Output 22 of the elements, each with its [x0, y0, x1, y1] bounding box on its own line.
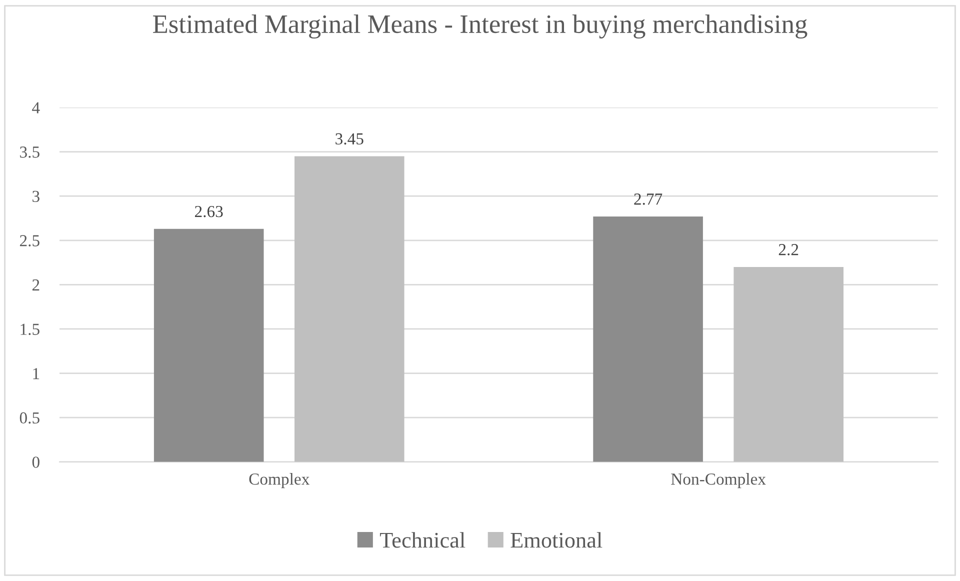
data-label: 2.63: [194, 206, 223, 218]
bar: [294, 156, 404, 462]
y-tick-label: 0: [32, 456, 40, 468]
legend-label: Technical: [380, 532, 466, 548]
chart-title: Estimated Marginal Means - Interest in buying merchandising: [153, 14, 808, 39]
y-tick-label: 1.5: [20, 324, 40, 336]
y-tick-label: 4: [32, 102, 40, 114]
y-tick-label: 0.5: [20, 412, 40, 424]
data-label: 3.45: [336, 133, 364, 145]
legend-label: Emotional: [510, 532, 602, 548]
y-tick-label: 2.5: [20, 235, 40, 246]
bar: [154, 228, 264, 462]
data-label: 2.2: [778, 244, 798, 256]
y-tick-label: 2: [32, 279, 40, 290]
y-tick-label: 1: [33, 368, 40, 380]
x-tick-label: Non-Complex: [671, 473, 766, 488]
bar: [593, 216, 703, 462]
y-tick-label: 3.5: [20, 146, 40, 158]
x-tick-label: Complex: [249, 473, 310, 488]
y-tick-label: 3: [32, 190, 40, 202]
bar: [734, 266, 844, 462]
data-label: 2.77: [634, 194, 662, 205]
